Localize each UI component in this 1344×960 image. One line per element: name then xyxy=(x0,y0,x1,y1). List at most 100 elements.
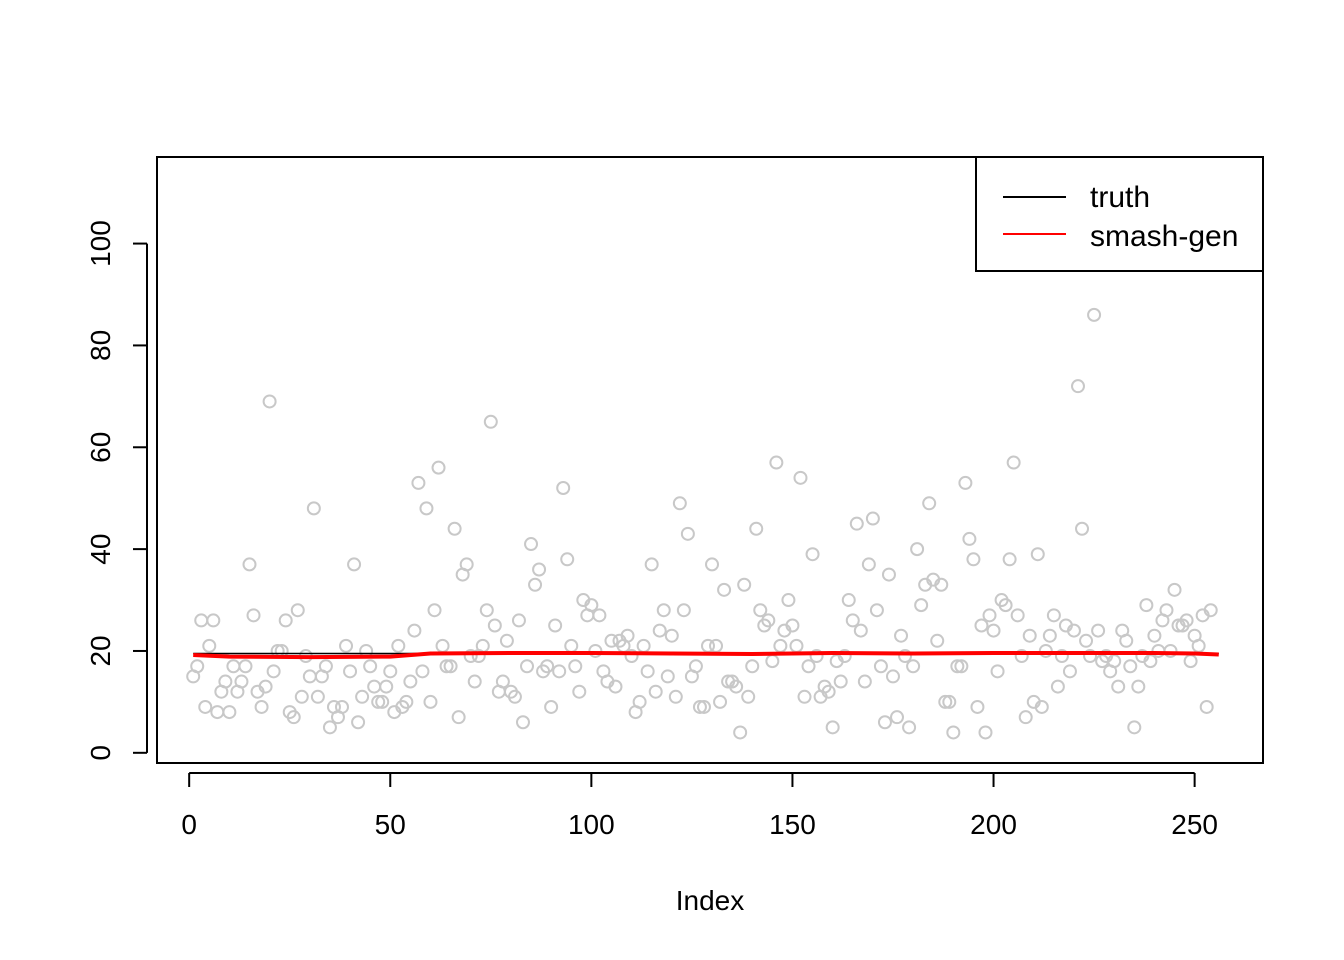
data-point xyxy=(222,705,237,720)
data-point xyxy=(990,664,1005,679)
data-point xyxy=(1159,603,1174,618)
data-point xyxy=(801,659,816,674)
data-point xyxy=(1042,628,1057,643)
data-point xyxy=(592,608,607,623)
data-point xyxy=(1147,628,1162,643)
data-point xyxy=(572,684,587,699)
data-point xyxy=(310,689,325,704)
data-point xyxy=(419,501,434,516)
data-point xyxy=(588,643,603,658)
data-point xyxy=(624,649,639,664)
data-point xyxy=(391,638,406,653)
data-point xyxy=(1151,643,1166,658)
data-point xyxy=(869,603,884,618)
legend: truth smash-gen xyxy=(975,156,1264,272)
data-point xyxy=(809,649,824,664)
data-point xyxy=(351,715,366,730)
data-point xyxy=(1127,720,1142,735)
data-point xyxy=(845,613,860,628)
data-point xyxy=(769,455,784,470)
data-point xyxy=(190,659,205,674)
data-point xyxy=(962,531,977,546)
data-point xyxy=(499,633,514,648)
data-point xyxy=(773,638,788,653)
data-point xyxy=(765,654,780,669)
data-point xyxy=(242,557,257,572)
legend-label-truth: truth xyxy=(1090,181,1150,214)
data-point xyxy=(837,649,852,664)
y-tick-label: 60 xyxy=(85,432,116,463)
data-point xyxy=(717,582,732,597)
data-point xyxy=(507,689,522,704)
data-point xyxy=(343,664,358,679)
data-point xyxy=(930,633,945,648)
data-point xyxy=(709,638,724,653)
data-point xyxy=(286,710,301,725)
data-point xyxy=(1167,582,1182,597)
data-point xyxy=(894,628,909,643)
data-point xyxy=(363,659,378,674)
data-point xyxy=(692,699,707,714)
data-point xyxy=(218,674,233,689)
data-point xyxy=(890,710,905,725)
data-point xyxy=(427,603,442,618)
data-point xyxy=(423,694,438,709)
data-point xyxy=(672,496,687,511)
data-point xyxy=(258,679,273,694)
data-point xyxy=(194,613,209,628)
data-point xyxy=(1050,679,1065,694)
data-point xyxy=(1083,649,1098,664)
data-point xyxy=(946,725,961,740)
data-point xyxy=(1139,598,1154,613)
data-point xyxy=(355,689,370,704)
data-point xyxy=(805,547,820,562)
legend-label-smash-gen: smash-gen xyxy=(1090,220,1238,253)
data-point xyxy=(1010,608,1025,623)
x-axis: 0 50 100 150 200 250 xyxy=(181,772,1218,840)
data-point xyxy=(556,481,571,496)
data-point xyxy=(206,613,221,628)
data-point xyxy=(1002,552,1017,567)
x-tick-label: 100 xyxy=(568,809,615,840)
data-point xyxy=(1107,654,1122,669)
data-point xyxy=(532,562,547,577)
data-point xyxy=(347,557,362,572)
data-point xyxy=(877,715,892,730)
data-point xyxy=(511,613,526,628)
data-point xyxy=(785,618,800,633)
data-point xyxy=(1111,679,1126,694)
data-point xyxy=(833,674,848,689)
data-point xyxy=(443,659,458,674)
data-point xyxy=(902,720,917,735)
data-point xyxy=(1054,649,1069,664)
data-point xyxy=(1030,547,1045,562)
data-point xyxy=(998,598,1013,613)
data-point xyxy=(789,638,804,653)
data-point xyxy=(411,475,426,490)
data-point xyxy=(318,659,333,674)
data-point xyxy=(552,664,567,679)
data-point xyxy=(483,414,498,429)
data-point xyxy=(978,725,993,740)
data-point xyxy=(656,603,671,618)
data-point xyxy=(564,638,579,653)
data-point xyxy=(885,669,900,684)
data-point xyxy=(302,669,317,684)
x-tick-label: 0 xyxy=(181,809,197,840)
y-axis: 0 20 40 60 80 100 xyxy=(85,220,148,761)
series-line-smash-gen xyxy=(193,651,1219,660)
data-point xyxy=(881,567,896,582)
data-point xyxy=(954,659,969,674)
data-point xyxy=(1038,643,1053,658)
data-point xyxy=(942,694,957,709)
data-point xyxy=(1143,654,1158,669)
data-point xyxy=(821,684,836,699)
data-point xyxy=(226,659,241,674)
data-point xyxy=(1087,307,1102,322)
data-point xyxy=(1191,638,1206,653)
data-point xyxy=(475,638,490,653)
data-point xyxy=(290,603,305,618)
data-point xyxy=(705,557,720,572)
data-point xyxy=(439,659,454,674)
y-tick-label: 100 xyxy=(85,220,116,267)
